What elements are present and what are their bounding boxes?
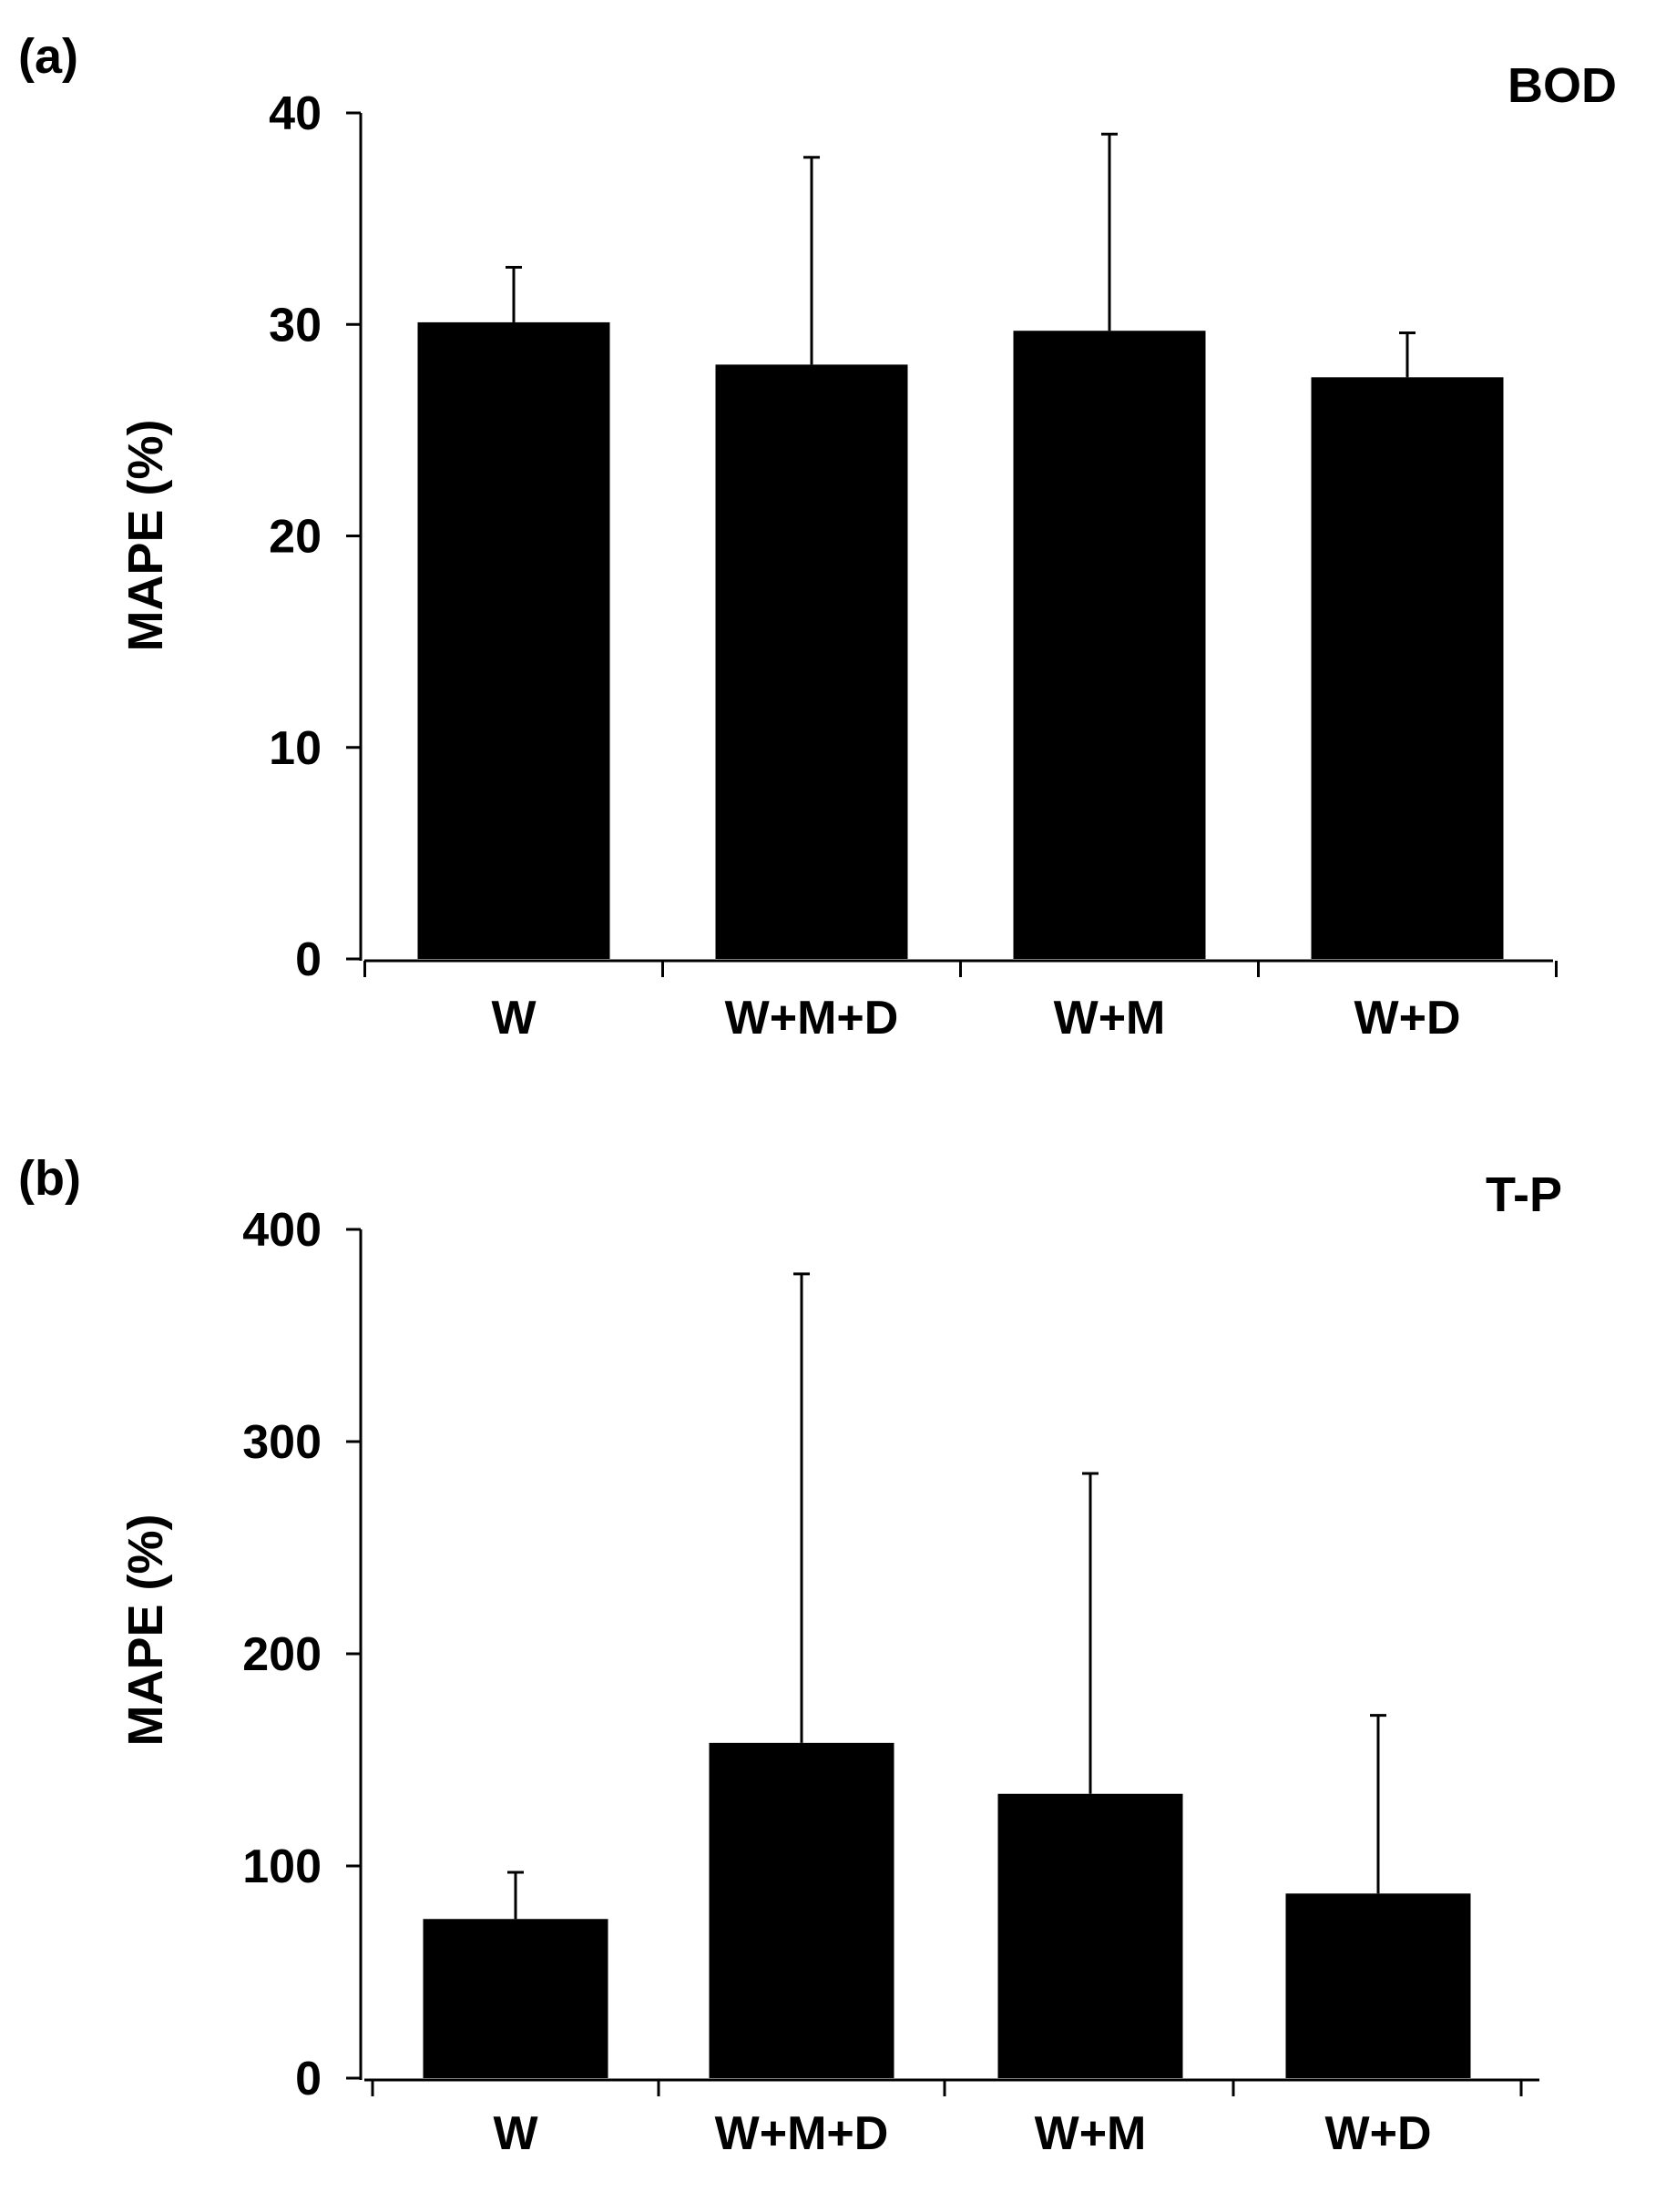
chart-title: BOD — [1508, 58, 1617, 113]
y-tick-label: 0 — [295, 2053, 322, 2105]
bar-w-plus-d — [1285, 1893, 1471, 2078]
y-tick-label: 300 — [242, 1416, 322, 1469]
bar-w-plus-m — [1013, 331, 1206, 959]
y-tick-label: 100 — [242, 1840, 322, 1893]
bar-marks — [423, 1272, 1471, 2078]
y-tick-label: 200 — [242, 1628, 322, 1681]
bar-w-plus-d — [1311, 377, 1504, 959]
x-tick-label: W — [491, 992, 537, 1045]
panel-label: (a) — [18, 29, 78, 84]
y-tick-label: 30 — [269, 299, 322, 352]
y-axis-label: MAPE (%) — [118, 1514, 173, 1747]
y-tick-label: 10 — [269, 722, 322, 775]
bar-w — [417, 321, 610, 959]
x-tick-label: W+M — [1035, 2107, 1147, 2160]
x-tick-label: W+D — [1354, 992, 1461, 1045]
bar-marks — [417, 132, 1504, 959]
y-tick-label: 20 — [269, 511, 322, 564]
x-tick-label: W+M+D — [715, 2107, 889, 2160]
y-tick-label: 400 — [242, 1204, 322, 1257]
chart-title: T-P — [1486, 1167, 1562, 1222]
bar-w-plus-m-plus-d — [715, 364, 908, 959]
x-tick-label: W+D — [1325, 2107, 1432, 2160]
bar-w — [423, 1919, 608, 2078]
axes: W W+M+D W+M W+D 0 10 20 30 40 — [269, 87, 1558, 1045]
bar-w-plus-m — [997, 1793, 1183, 2078]
axes: W W+M+D W+M W+D 0 100 200 300 400 — [242, 1204, 1539, 2160]
panel-a-bod: (a) BOD MAPE (%) W W+M+D W+M W+D 0 10 20 30 40 — [18, 29, 1617, 1045]
y-tick-label: 40 — [269, 87, 322, 140]
panel-b-tp: (b) T-P MAPE (%) W W+M+D W+M W+D 0 100 200 300 4… — [18, 1151, 1562, 2160]
panel-label: (b) — [18, 1151, 81, 1206]
y-tick-label: 0 — [295, 933, 322, 986]
x-tick-label: W — [493, 2107, 538, 2160]
x-tick-label: W+M — [1054, 992, 1166, 1045]
bar-w-plus-m-plus-d — [709, 1742, 894, 2078]
y-axis-label: MAPE (%) — [118, 420, 173, 652]
x-tick-label: W+M+D — [725, 992, 899, 1045]
